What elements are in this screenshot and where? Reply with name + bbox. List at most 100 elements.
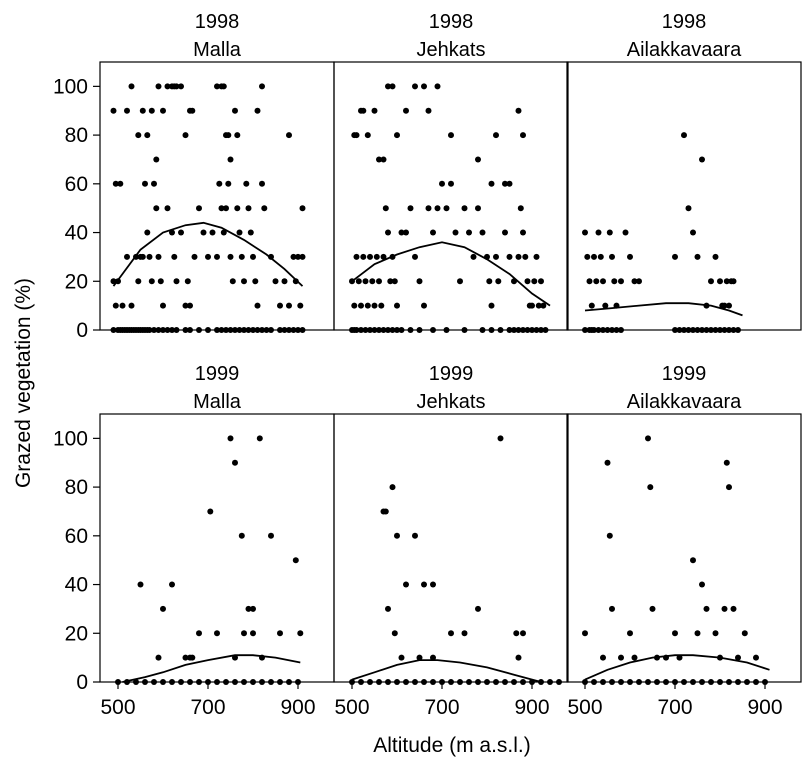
data-point <box>164 83 171 90</box>
data-point <box>741 630 748 637</box>
data-point <box>268 327 274 333</box>
data-point <box>225 132 232 139</box>
data-point <box>416 278 423 285</box>
data-point <box>243 180 250 187</box>
data-point <box>155 654 162 661</box>
data-point <box>627 679 633 685</box>
data-point <box>685 205 692 212</box>
data-point <box>241 630 247 637</box>
data-point <box>234 205 241 212</box>
data-point <box>708 278 714 285</box>
data-point <box>391 630 398 637</box>
data-point <box>403 229 409 236</box>
data-point <box>618 679 624 685</box>
data-point <box>216 180 223 187</box>
data-point <box>387 278 394 285</box>
data-point <box>398 654 405 661</box>
data-point <box>466 679 472 685</box>
data-point <box>160 679 166 685</box>
fitted-curve <box>584 654 770 681</box>
data-point <box>586 278 593 285</box>
data-point <box>398 327 405 333</box>
panel-year: 1999 <box>662 363 707 385</box>
data-point <box>694 630 701 637</box>
panel-year: 1998 <box>429 11 474 33</box>
data-point <box>430 654 436 661</box>
data-point <box>151 679 157 685</box>
data-point <box>676 327 683 333</box>
data-point <box>281 327 288 333</box>
panel-site: Ailakkavaara <box>627 391 742 413</box>
data-point <box>520 229 526 236</box>
panel-1998-ailakkavaara: 1998 Ailakkavaara <box>566 11 802 333</box>
data-point <box>439 180 445 187</box>
x-tick-label: 900 <box>280 696 315 719</box>
data-point <box>547 679 553 685</box>
data-point <box>434 205 441 212</box>
data-point <box>520 630 526 637</box>
data-point <box>378 302 385 309</box>
data-point <box>153 205 160 212</box>
data-point <box>412 83 418 90</box>
data-point <box>178 679 184 685</box>
data-point <box>645 435 651 442</box>
data-point <box>290 253 297 260</box>
data-point <box>443 205 450 212</box>
fitted-curve <box>112 221 304 287</box>
data-point <box>597 253 604 260</box>
data-point <box>380 253 387 260</box>
panel-site: Jehkats <box>417 39 486 61</box>
data-point <box>584 253 591 260</box>
data-point <box>591 679 597 685</box>
data-point <box>241 278 247 285</box>
data-point <box>520 327 526 333</box>
data-point <box>220 83 227 90</box>
data-point <box>277 679 283 685</box>
panel-frame <box>566 413 802 683</box>
x-axis: 500 700 900 500 700 900 500 700 900 <box>100 682 783 719</box>
data-point <box>254 107 261 114</box>
data-point <box>721 327 728 333</box>
data-point <box>227 327 234 333</box>
data-point <box>232 327 238 333</box>
panel-year: 1999 <box>195 363 240 385</box>
data-point <box>250 630 256 637</box>
data-point <box>416 327 423 333</box>
data-point <box>169 581 175 588</box>
data-point <box>189 107 196 114</box>
data-point <box>591 253 597 260</box>
data-point <box>227 253 234 260</box>
data-point <box>618 654 624 661</box>
data-point <box>685 327 692 333</box>
data-point <box>232 459 238 466</box>
data-point <box>227 156 234 163</box>
panel-site: Jehkats <box>417 391 486 413</box>
data-point <box>524 327 531 333</box>
data-point <box>155 83 162 90</box>
data-point <box>542 327 549 333</box>
data-point <box>493 132 499 139</box>
data-point <box>690 327 696 333</box>
data-point <box>380 156 387 163</box>
data-point <box>712 630 719 637</box>
panel-frame <box>99 61 335 331</box>
data-point <box>191 253 198 260</box>
panel-year: 1999 <box>429 363 474 385</box>
data-point <box>214 253 220 260</box>
data-point <box>602 302 609 309</box>
data-point <box>391 278 398 285</box>
data-point <box>717 278 723 285</box>
data-point <box>250 605 256 612</box>
data-point <box>582 229 588 236</box>
data-point <box>407 327 414 333</box>
fitted-curve <box>351 241 551 307</box>
data-point <box>604 459 611 466</box>
fitted-curve <box>584 302 743 317</box>
data-point <box>735 654 741 661</box>
data-point <box>259 180 265 187</box>
data-point <box>119 302 126 309</box>
x-tick-label: 700 <box>190 696 225 719</box>
data-point <box>618 278 624 285</box>
x-tick-label: 700 <box>424 696 459 719</box>
data-point <box>694 327 701 333</box>
